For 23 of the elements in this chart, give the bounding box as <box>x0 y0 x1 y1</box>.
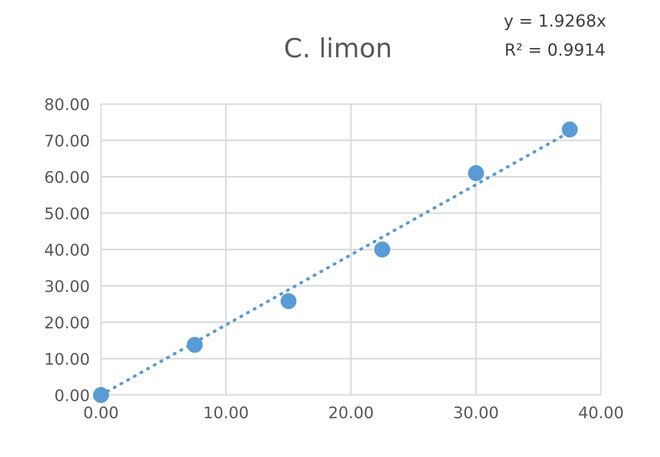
y-tick-label: 10.00 <box>46 352 89 365</box>
y-tick-label: 50.00 <box>45 207 89 220</box>
y-tick-label: 0.00 <box>55 389 89 402</box>
x-tick-label: 40.00 <box>578 406 623 418</box>
point <box>374 242 390 258</box>
x-tick-label: 30.00 <box>454 406 498 418</box>
y-tick-label: 70.00 <box>45 134 89 147</box>
chart-title: C. limon <box>285 37 390 58</box>
point <box>280 293 296 310</box>
x-tick-label: 0.00 <box>84 406 118 418</box>
text: R² = 0.9914 <box>506 43 605 56</box>
y-tick-label: 80.00 <box>45 98 89 110</box>
point <box>93 387 109 403</box>
point <box>186 336 203 353</box>
y-tick-label: 60.00 <box>45 170 89 184</box>
y-tick-label: 20.00 <box>45 316 89 329</box>
point <box>468 165 484 182</box>
y-tick-label: 30.00 <box>45 280 89 292</box>
point <box>562 121 578 138</box>
x-tick-label: 10.00 <box>204 406 248 418</box>
y-tick-label: 40.00 <box>44 244 89 256</box>
x-tick-label: 20.00 <box>329 406 373 418</box>
text: y = 1.9268x <box>504 14 606 30</box>
